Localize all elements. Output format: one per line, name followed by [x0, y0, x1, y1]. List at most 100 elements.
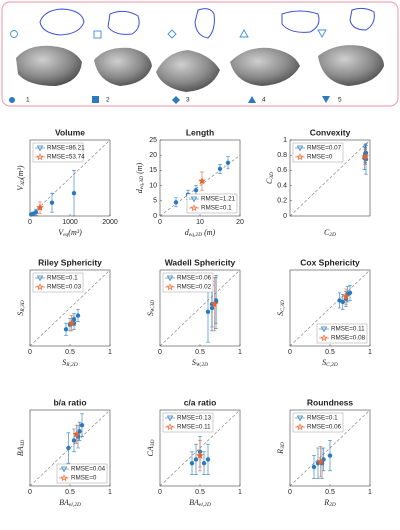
outline: [281, 10, 320, 33]
legend-box: [292, 142, 344, 163]
axis-label-sub: 2D: [329, 502, 336, 508]
chart: Roundness 0 0.5 1 RMSE=0.1 RMSE=0.06: [288, 397, 372, 496]
particle-label: 2: [106, 97, 110, 104]
point: [198, 177, 206, 185]
legend-marker: [36, 153, 44, 161]
axis-label-sub: eq,3D: [139, 176, 145, 189]
legend-label: RMSE=1.21: [201, 196, 236, 203]
axis-label-main: BA: [16, 446, 25, 456]
legend-marker: [36, 275, 44, 282]
axis-label: CA3D: [146, 440, 156, 457]
legend-box: [32, 142, 84, 163]
x-tick-label: 0.5: [325, 489, 335, 496]
chart: Length 0 10 20 0 5 10 15 20 25 RMSE=1.21 RMSE=0.1: [149, 127, 244, 226]
chart: Wadell Sphericity 0 0.5 1 RMSE=0.06 RMSE=0.02: [158, 257, 242, 356]
point: [71, 317, 77, 322]
axis-label-main: d: [185, 228, 190, 237]
point: [36, 203, 44, 211]
x-tick-label: 0: [158, 349, 162, 356]
x-tick-label: 0.5: [65, 349, 75, 356]
point: [327, 453, 333, 458]
particle-label: 5: [338, 97, 342, 104]
axis-label: SC,3D: [276, 300, 286, 316]
axis-label-sub: W,3D: [150, 300, 156, 312]
legend-marker: [166, 415, 174, 422]
axis-label: SR,3D: [16, 300, 26, 315]
outline: [194, 8, 215, 39]
axis-label-main: S: [16, 312, 25, 316]
axis-label-main: V: [16, 185, 25, 191]
chart: Cox Sphericity 0 0.5 1 RMSE=0.11 RMSE=0.08: [288, 257, 372, 356]
chart: c/a ratio 0 0.5 1 RMSE=0.13 RMSE=0.11: [158, 397, 242, 496]
axis-label: C3D: [265, 172, 275, 184]
icon: [239, 29, 249, 38]
x-tick-label: 0: [288, 349, 292, 356]
y-tick-label: 0: [153, 213, 157, 220]
rock: [16, 45, 82, 86]
axis-label-main: BA: [189, 498, 199, 507]
legend-markers: [9, 96, 330, 104]
legend-label: RMSE=0.04: [71, 466, 106, 473]
point: [316, 457, 325, 465]
x-tick-label: 1: [238, 349, 242, 356]
legend-label: RMSE=0.11: [177, 424, 211, 431]
outline: [107, 10, 140, 35]
y-tick-label: 25: [149, 137, 157, 144]
shape-icons: [10, 29, 327, 39]
point: [347, 290, 353, 295]
chart-title: Cox Sphericity: [300, 257, 360, 267]
axis-label: BAel,2D: [189, 498, 211, 508]
axis-label-tail: (m): [202, 228, 215, 237]
point: [205, 457, 211, 462]
legend-box: [32, 272, 84, 293]
axis-label-tail: (m³): [68, 228, 82, 237]
axis-label-sub: 2D: [329, 232, 336, 238]
legend-box: [162, 412, 214, 433]
point: [63, 327, 69, 332]
axis-label-sub: C,2D: [326, 362, 338, 368]
outline: [39, 8, 85, 36]
axis-label: BAel,2D: [59, 498, 81, 508]
legend-marker: [166, 283, 174, 291]
legend-label: RMSE=86.21: [47, 145, 85, 152]
y-tick-label: 10: [149, 182, 157, 189]
icon: [93, 30, 102, 39]
axis-label-sub: R,2D: [65, 362, 77, 368]
legend-marker: [36, 283, 44, 291]
rock: [156, 50, 220, 92]
axis-label-sub: W,2D: [196, 362, 208, 368]
chart-title: Volume: [55, 127, 85, 137]
chart: b/a ratio 0 0.5 1 RMSE=0.04 RMSE=0: [28, 397, 112, 496]
legend-marker: [166, 423, 174, 431]
point: [201, 461, 207, 466]
legend-marker: [60, 466, 68, 473]
y-tick-label: 0.4: [277, 182, 287, 189]
chart-title: Roundness: [307, 397, 354, 407]
point: [49, 200, 55, 205]
legend-marker: [296, 145, 304, 152]
y-tick-label: 15: [149, 167, 157, 174]
axis-label: Veq(m³): [58, 228, 82, 238]
axis-label: C2D: [324, 228, 336, 238]
point: [196, 451, 204, 459]
point: [173, 200, 179, 205]
legend-label: RMSE=0.11: [331, 326, 365, 333]
axis-label-main: S: [146, 312, 155, 316]
marker: [172, 96, 180, 104]
y-tick-label: 1: [283, 137, 287, 144]
chart: Convexity 0 0.2 0.4 0.6 0.8 1 RMSE=0.07 RMSE=0: [277, 127, 371, 220]
x-tick-label: 0.5: [325, 349, 335, 356]
legend-label: RMSE=0.06: [307, 424, 342, 431]
panel-frame: [1, 1, 399, 107]
point: [71, 191, 77, 196]
x-tick-label: 0: [28, 349, 32, 356]
legend-label: RMSE=53.74: [47, 154, 85, 161]
y-tick-label: 0.2: [277, 198, 287, 205]
reference-line: [289, 269, 371, 347]
legend-label: RMSE=0.07: [307, 145, 342, 152]
legend-marker: [190, 196, 198, 203]
axis-label: BA3D: [16, 440, 26, 457]
x-tick-label: 1000: [62, 219, 78, 226]
